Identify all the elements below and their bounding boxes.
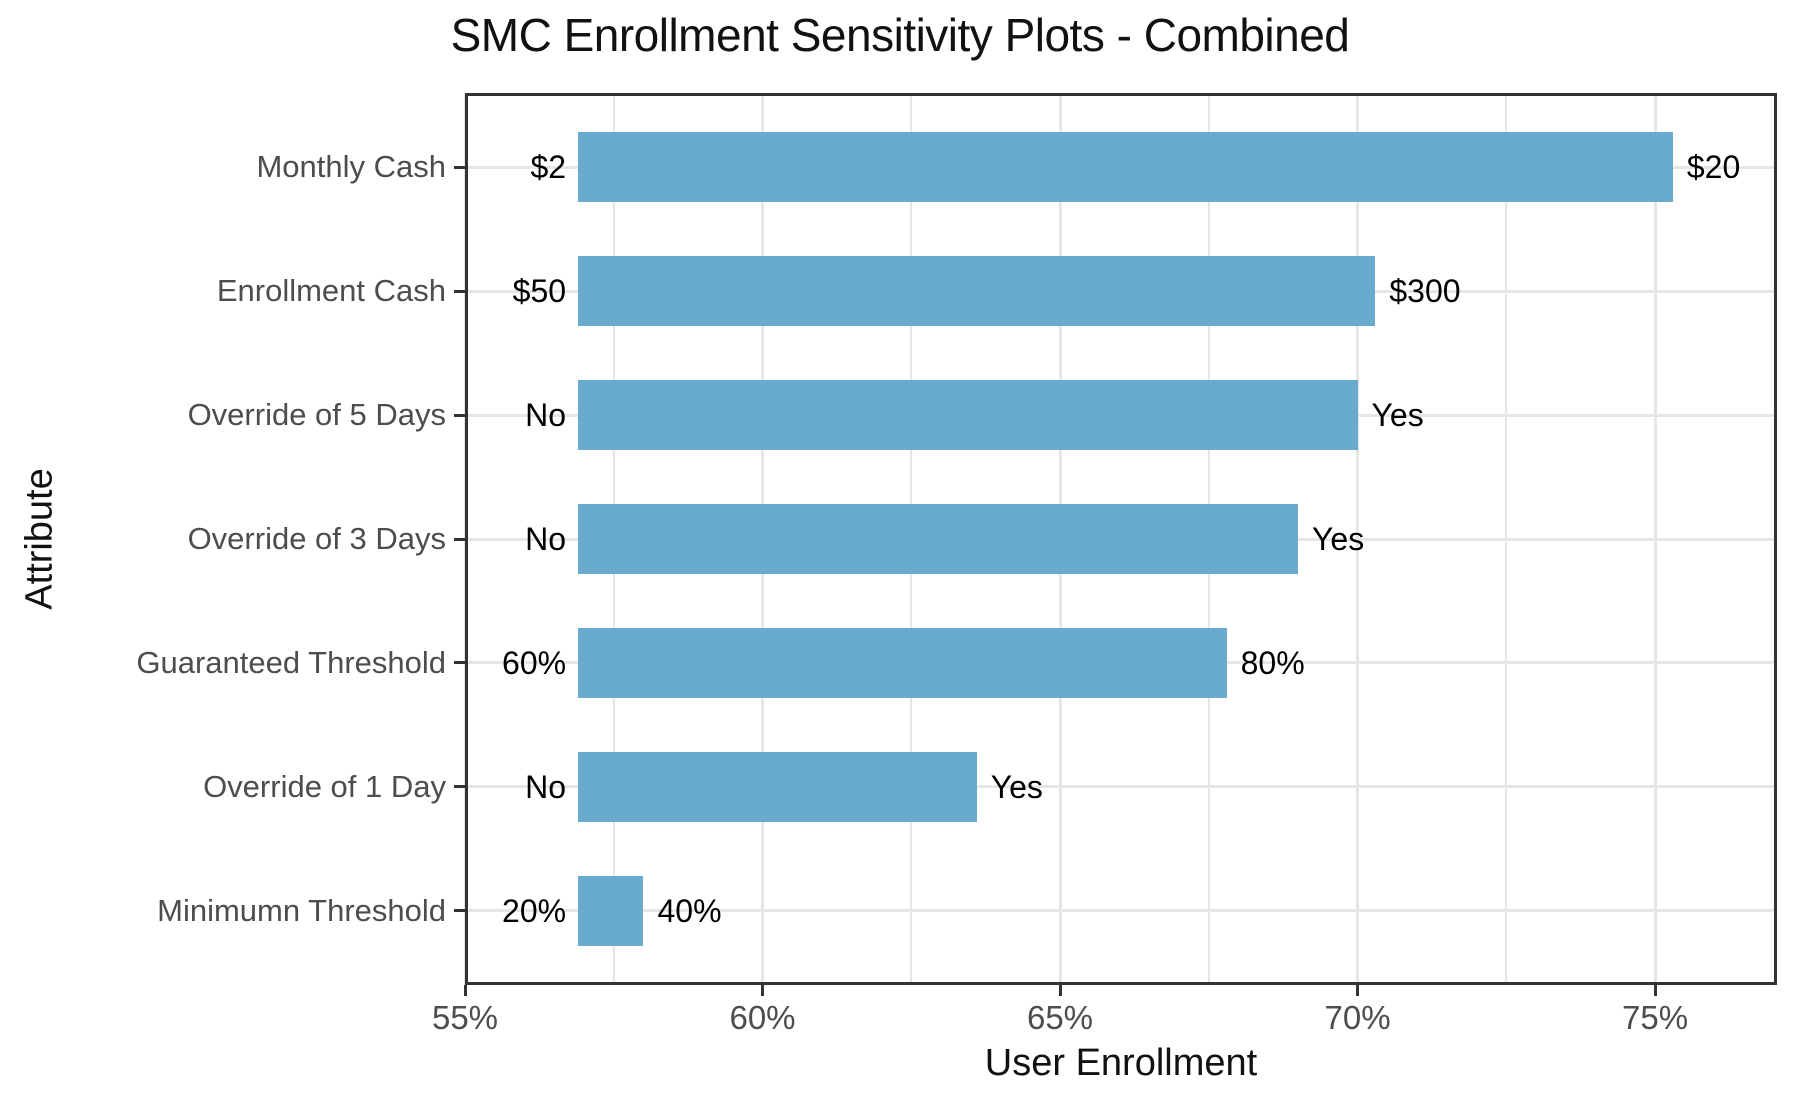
- x-axis-title: User Enrollment: [984, 1042, 1258, 1084]
- bar: [578, 380, 1358, 451]
- bar: [578, 875, 644, 946]
- bar: [578, 627, 1227, 698]
- x-tick-mark: [463, 985, 467, 996]
- bar-high-label: $300: [1389, 273, 1461, 310]
- y-tick-label: Minimumn Threshold: [157, 892, 446, 928]
- bar: [578, 132, 1673, 203]
- bar-low-label: No: [525, 397, 567, 434]
- x-tick-label: 65%: [1026, 999, 1094, 1036]
- y-tick-mark: [454, 661, 465, 665]
- bar-high-label: Yes: [1312, 521, 1365, 557]
- x-tick-label: 55%: [431, 999, 499, 1036]
- x-tick-mark: [1356, 985, 1360, 996]
- y-tick-label: Guaranteed Threshold: [136, 644, 446, 680]
- x-tick-mark: [1653, 985, 1657, 996]
- y-tick-label: Override of 3 Days: [187, 521, 446, 556]
- y-tick-label: Override of 1 Day: [203, 768, 446, 804]
- bar-high-label: 80%: [1240, 644, 1305, 681]
- x-tick-mark: [761, 985, 764, 996]
- y-tick-label: Override of 5 Days: [187, 397, 446, 433]
- x-tick-label: 75%: [1621, 999, 1689, 1036]
- y-tick-mark: [454, 165, 465, 169]
- bar-high-label: Yes: [990, 768, 1043, 805]
- bar: [578, 256, 1376, 327]
- y-tick-label: Enrollment Cash: [216, 273, 446, 309]
- bar-low-label: No: [525, 521, 567, 557]
- row-gridline: [465, 909, 1777, 913]
- bar: [578, 751, 977, 822]
- plot-panel: $2 $20 $50 $300 No Yes No Yes 60% 80% No Yes 20% 40%: [463, 93, 1777, 985]
- bar-low-label: $50: [512, 273, 567, 310]
- y-tick-mark: [454, 289, 465, 293]
- bar-low-label: 60%: [502, 644, 567, 681]
- bar-low-label: 20%: [502, 892, 567, 929]
- bar-low-label: No: [525, 768, 567, 805]
- chart-title: SMC Enrollment Sensitivity Plots - Combi…: [450, 9, 1350, 61]
- y-tick-label: Monthly Cash: [256, 149, 446, 185]
- y-tick-mark: [454, 785, 465, 789]
- bar: [578, 504, 1298, 574]
- bar-high-label: 40%: [657, 892, 722, 929]
- row-gridline: [465, 785, 1777, 789]
- bar-low-label: $2: [530, 149, 567, 186]
- bar-high-label: $20: [1686, 149, 1741, 186]
- x-tick-label: 60%: [729, 999, 796, 1036]
- bar-high-label: Yes: [1371, 397, 1424, 434]
- y-tick-mark: [454, 413, 465, 417]
- x-tick-label: 70%: [1324, 999, 1391, 1036]
- y-tick-mark: [454, 909, 465, 913]
- x-tick-mark: [1058, 985, 1062, 996]
- y-tick-mark: [454, 537, 465, 541]
